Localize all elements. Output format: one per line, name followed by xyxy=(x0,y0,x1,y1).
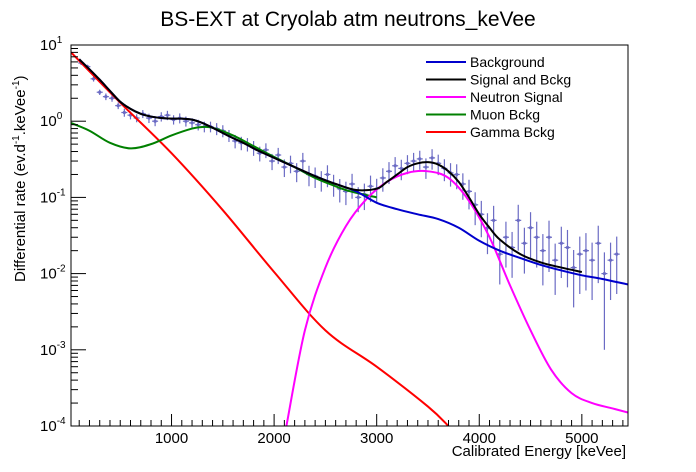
y-axis-label-main: Differential rate (ev.d xyxy=(12,144,29,282)
data-point xyxy=(392,157,399,178)
legend-entry: Background xyxy=(426,54,545,70)
data-point xyxy=(349,173,356,199)
data-point xyxy=(607,242,614,301)
series-line-neutron-signal xyxy=(285,169,628,426)
legend-entry: Gamma Bckg xyxy=(426,124,555,140)
y-tick-label: 10-4 xyxy=(40,416,66,435)
series-line-signal-and-bckg xyxy=(78,58,583,273)
y-tick-label: 10-2 xyxy=(40,264,66,283)
data-point xyxy=(379,168,386,192)
data-point xyxy=(121,108,128,117)
x-tick-label: 1000 xyxy=(155,430,188,447)
data-point xyxy=(367,175,374,203)
chart-title: BS-EXT at Cryolab atm neutrons_keVee xyxy=(160,8,535,31)
data-point xyxy=(490,205,497,247)
x-axis-label: Calibrated Energy [keVee] xyxy=(452,443,626,460)
data-point xyxy=(601,252,608,350)
legend-label: Muon Bckg xyxy=(470,107,540,123)
x-tick-label: 2000 xyxy=(257,430,290,447)
data-point xyxy=(96,89,103,95)
y-axis-label: Differential rate (ev.d-1.keVee-1) xyxy=(11,75,29,282)
data-point xyxy=(515,204,522,251)
plot-frame xyxy=(70,44,629,427)
legend-entry: Signal and Bckg xyxy=(426,72,571,88)
legend-label: Signal and Bckg xyxy=(470,72,571,88)
y-axis-label-mid: .keVee xyxy=(12,89,29,135)
legend-entry: Muon Bckg xyxy=(426,107,540,123)
series-line-gamma-bckg xyxy=(71,51,450,426)
data-point xyxy=(576,236,583,294)
data-point xyxy=(182,116,189,127)
y-tick-label: 10-3 xyxy=(40,340,66,359)
legend-label: Background xyxy=(470,54,545,70)
x-tick-label: 5000 xyxy=(565,430,598,447)
legend-label: Neutron Signal xyxy=(470,89,563,105)
y-tick-label: 101 xyxy=(40,35,63,54)
x-tick-label: 3000 xyxy=(360,430,393,447)
y-axis: 101 100 10-1 10-2 10-3 10-4 xyxy=(40,35,86,435)
y-axis-label-end: ) xyxy=(12,75,29,80)
data-point xyxy=(613,236,620,294)
curve-layer xyxy=(71,51,628,426)
data-point xyxy=(533,221,540,268)
x-tick-label: 4000 xyxy=(463,430,496,447)
data-point xyxy=(589,242,596,301)
data-point xyxy=(262,143,269,159)
series-line-muon-bckg xyxy=(71,121,377,199)
y-axis-label-exp2: -1 xyxy=(11,80,22,89)
data-point xyxy=(115,102,122,110)
plot-area xyxy=(71,51,628,426)
data-point xyxy=(109,95,116,102)
data-point xyxy=(299,152,306,172)
y-tick-label: 10-1 xyxy=(40,187,66,206)
data-point xyxy=(152,116,159,127)
legend-entry: Neutron Signal xyxy=(426,89,563,105)
y-axis-label-exp1: -1 xyxy=(11,135,22,144)
data-point xyxy=(410,152,417,172)
data-point xyxy=(398,159,405,181)
data-point xyxy=(102,93,109,101)
data-point xyxy=(275,147,282,165)
x-axis: 1000 2000 3000 4000 5000 xyxy=(78,414,624,447)
legend-label: Gamma Bckg xyxy=(470,124,555,140)
data-point xyxy=(521,227,528,274)
data-point xyxy=(539,234,546,286)
data-point xyxy=(293,163,300,183)
data-point xyxy=(429,149,436,170)
data-point xyxy=(404,155,411,175)
data-point xyxy=(595,225,602,284)
data-point xyxy=(416,150,423,170)
data-point xyxy=(527,212,534,259)
data-point xyxy=(564,229,571,288)
data-point xyxy=(570,250,577,308)
data-point xyxy=(582,233,589,291)
data-point xyxy=(466,179,473,210)
data-point xyxy=(546,220,553,272)
y-tick-label: 100 xyxy=(40,111,63,130)
